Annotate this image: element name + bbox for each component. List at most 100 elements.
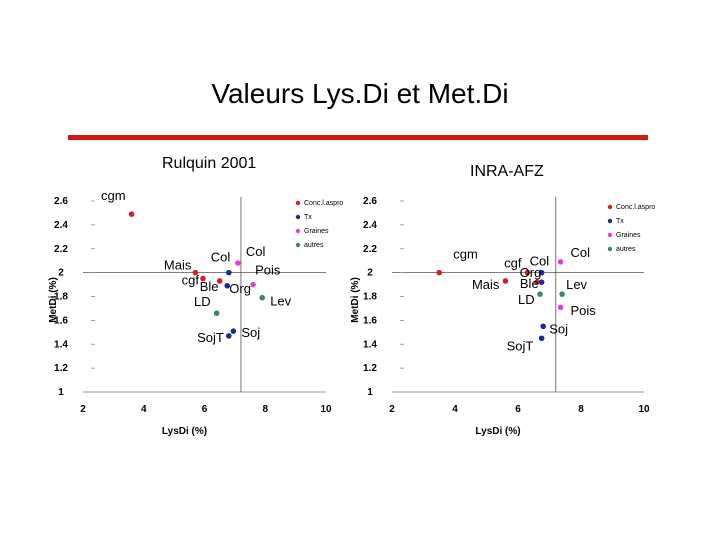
- left-x-tick-label: 2: [80, 404, 86, 415]
- left-data-point: [235, 260, 241, 266]
- right-point-label: Pois: [571, 303, 597, 318]
- right-legend-label: Conc.l.aspro: [616, 204, 655, 211]
- right-legend-label: Tx: [616, 218, 624, 225]
- left-data-point: [216, 278, 223, 284]
- left-point-label: Lev: [270, 294, 291, 309]
- right-data-point: [537, 291, 543, 297]
- left-data-point: [230, 328, 237, 334]
- right-y-tick-label: 1.8: [363, 292, 377, 303]
- right-y-tick-label: 2.4: [363, 220, 377, 231]
- title-rule: [68, 135, 648, 140]
- right-legend-marker: [607, 204, 613, 210]
- left-y-axis-title: MetDi (%): [48, 277, 59, 323]
- left-data-point: [213, 310, 220, 317]
- left-data-point: [250, 281, 256, 288]
- left-legend-marker: [295, 242, 301, 248]
- left-y-tick-label: 1.8: [54, 292, 68, 303]
- left-x-tick-label: 6: [202, 404, 208, 415]
- right-y-tick-label: 1.2: [363, 363, 377, 374]
- left-legend-label: Tx: [304, 214, 312, 221]
- left-y-tick-label: 1: [58, 387, 64, 398]
- right-y-tick-label: 1: [367, 387, 373, 398]
- left-y-tick-label: 2.4: [54, 220, 68, 231]
- right-y-tick-label: 1.6: [363, 315, 377, 326]
- right-data-point: [540, 323, 546, 330]
- right-point-label: Mais: [472, 277, 500, 292]
- left-point-label: Col: [246, 244, 266, 259]
- right-y-tick-label: 1.4: [363, 339, 377, 350]
- left-y-tick-label: 1.6: [54, 315, 68, 326]
- left-x-tick-label: 8: [262, 404, 268, 415]
- left-y-tick-label: 2: [58, 268, 64, 279]
- right-point-label: LD: [518, 292, 535, 307]
- right-y-tick-label: 2.2: [363, 244, 377, 255]
- left-point-label: Mais: [164, 258, 192, 273]
- left-legend-label: Graines: [304, 228, 329, 235]
- left-point-label: cgf: [182, 273, 200, 288]
- right-legend-label: autres: [616, 246, 636, 253]
- left-y-tick-label: 2.6: [54, 196, 68, 207]
- right-data-point: [502, 278, 509, 284]
- left-legend-marker: [295, 228, 301, 234]
- left-point-label: Org: [229, 281, 251, 296]
- right-point-label: Col: [571, 245, 591, 260]
- right-data-point: [538, 335, 545, 342]
- right-x-tick-label: 10: [638, 404, 650, 415]
- right-chart-title: INRA-AFZ: [470, 163, 544, 180]
- left-x-tick-label: 4: [141, 404, 147, 415]
- right-point-label: Soj: [549, 321, 568, 336]
- right-point-label: SojT: [507, 338, 534, 353]
- right-point-label: Ble: [520, 276, 539, 291]
- right-data-point: [559, 291, 565, 297]
- right-legend-marker: [607, 246, 613, 252]
- right-point-label: cgm: [453, 247, 478, 262]
- left-point-label: Ble: [200, 279, 219, 294]
- right-y-axis-title: MetDi (%): [350, 277, 361, 323]
- right-x-tick-label: 4: [452, 404, 458, 415]
- right-data-point: [557, 259, 564, 265]
- left-point-label: Pois: [255, 263, 281, 278]
- right-point-label: Lev: [566, 277, 587, 292]
- left-legend-marker: [295, 214, 301, 220]
- slide-title: Valeurs Lys.Di et Met.Di: [211, 78, 509, 109]
- left-y-tick-label: 1.2: [54, 363, 68, 374]
- left-legend-label: autres: [304, 242, 324, 249]
- right-data-point: [538, 279, 545, 285]
- right-point-label: Col: [530, 254, 550, 269]
- left-data-point: [224, 282, 231, 289]
- right-data-point: [534, 279, 540, 285]
- left-legend-marker: [295, 200, 301, 206]
- left-data-point: [226, 269, 232, 276]
- left-data-point: [200, 275, 206, 282]
- left-point-label: LD: [194, 294, 211, 309]
- right-legend-marker: [607, 232, 613, 238]
- left-point-label: Col: [211, 250, 231, 265]
- left-data-point: [226, 333, 232, 339]
- left-point-label: SojT: [197, 330, 224, 345]
- left-chart-title: Rulquin 2001: [162, 155, 257, 172]
- right-data-point: [436, 269, 443, 276]
- right-data-point: [524, 269, 531, 276]
- right-data-point: [538, 269, 545, 276]
- right-y-tick-label: 2.6: [363, 196, 377, 207]
- left-data-point: [128, 211, 135, 217]
- right-legend-marker: [607, 218, 613, 224]
- right-x-axis-title: LysDi (%): [475, 426, 520, 437]
- left-y-tick-label: 1.4: [54, 339, 68, 350]
- right-y-tick-label: 2: [367, 268, 373, 279]
- right-x-tick-label: 2: [389, 404, 395, 415]
- right-data-point: [557, 304, 564, 311]
- left-data-point: [259, 294, 266, 301]
- right-point-label: Org: [520, 265, 542, 280]
- left-x-tick-label: 10: [320, 404, 332, 415]
- right-x-tick-label: 6: [515, 404, 521, 415]
- right-x-tick-label: 8: [578, 404, 584, 415]
- right-legend-label: Graines: [616, 232, 641, 239]
- left-x-axis-title: LysDi (%): [162, 426, 207, 437]
- left-point-label: Soj: [241, 325, 260, 340]
- left-y-tick-label: 2.2: [54, 244, 68, 255]
- left-legend-label: Conc.l.aspro: [304, 200, 343, 207]
- left-point-label: cgm: [101, 188, 126, 203]
- right-point-label: cgf: [504, 256, 522, 271]
